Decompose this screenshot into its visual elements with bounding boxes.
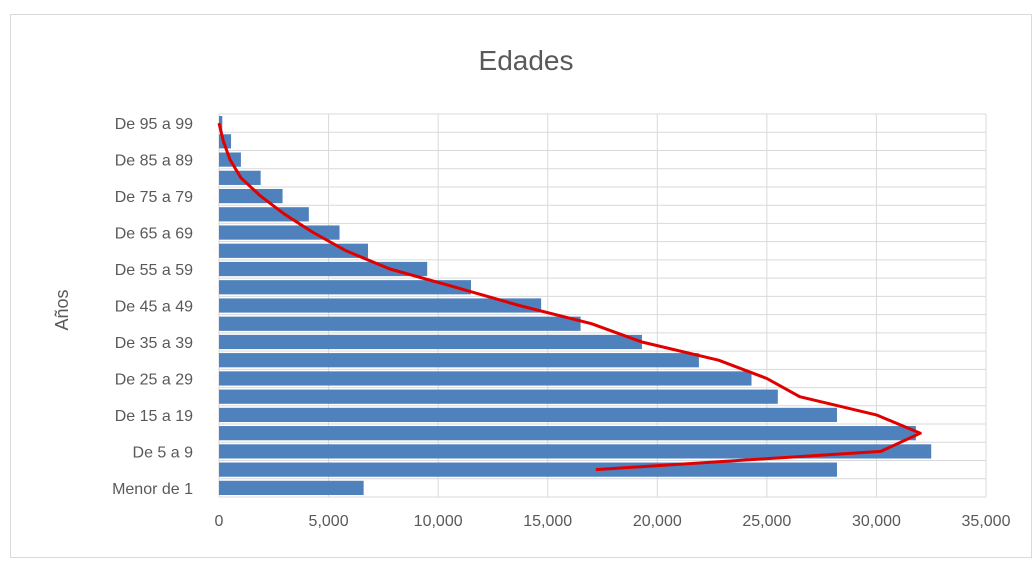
bar-de-75-a-79 xyxy=(219,188,283,204)
trend-line-layer xyxy=(217,122,922,472)
y-tick-label: De 25 a 29 xyxy=(115,371,193,388)
bar-de-45-a-49 xyxy=(219,298,542,313)
y-tick-label: De 35 a 39 xyxy=(115,335,193,352)
bar-de-55-a-59 xyxy=(219,261,428,277)
bar-de-50-a-54 xyxy=(219,280,472,295)
x-tick-label: 35,000 xyxy=(962,513,1011,530)
y-tick-label: De 65 a 69 xyxy=(115,226,193,243)
y-tick-label: De 15 a 19 xyxy=(115,408,193,425)
y-tick-label: De 5 a 9 xyxy=(133,444,194,461)
bar-de-95-a-99 xyxy=(219,116,223,131)
bar-de-1-a-4 xyxy=(219,462,837,477)
y-tick-label: De 85 a 89 xyxy=(115,153,193,170)
y-tick-label: Menor de 1 xyxy=(112,481,193,498)
chart-title: Edades xyxy=(479,45,574,76)
x-tick-label: 0 xyxy=(215,513,224,530)
bar-de-40-a-44 xyxy=(219,316,581,331)
x-tick-label: 5,000 xyxy=(309,513,349,530)
bar-de-5-a-9 xyxy=(219,444,932,459)
x-tick-label: 20,000 xyxy=(633,513,682,530)
x-tick-label: 10,000 xyxy=(414,513,463,530)
bar-de-10-a-14 xyxy=(219,426,916,441)
x-tick-label: 30,000 xyxy=(852,513,901,530)
x-tick-label: 25,000 xyxy=(742,513,791,530)
y-tick-label: De 45 a 49 xyxy=(115,299,193,316)
y-tick-label: De 75 a 79 xyxy=(115,189,193,206)
bar-de-70-a-74 xyxy=(219,207,309,222)
bar-de-30-a-34 xyxy=(219,353,699,368)
bar-series xyxy=(219,116,932,495)
bar-de-60-a-64 xyxy=(219,243,369,258)
y-tick-label: De 55 a 59 xyxy=(115,262,193,279)
bar-menor-de-1 xyxy=(219,480,364,495)
trend-line xyxy=(217,122,922,472)
bar-de-20-a-24 xyxy=(219,389,778,404)
y-tick-label: De 95 a 99 xyxy=(115,116,193,133)
y-axis-ticks: Menor de 1 De 5 a 9 De 15 a 19 De 25 a 29 De… xyxy=(112,116,193,498)
y-axis-title: Años xyxy=(52,289,72,330)
bar-de-35-a-39 xyxy=(219,334,642,350)
x-axis-ticks: 0 5,000 10,000 15,000 20,000 25,000 30,000 35,0… xyxy=(215,513,1011,530)
x-tick-label: 15,000 xyxy=(523,513,572,530)
bar-de-15-a-19 xyxy=(219,407,837,423)
bar-de-25-a-29 xyxy=(219,371,752,386)
